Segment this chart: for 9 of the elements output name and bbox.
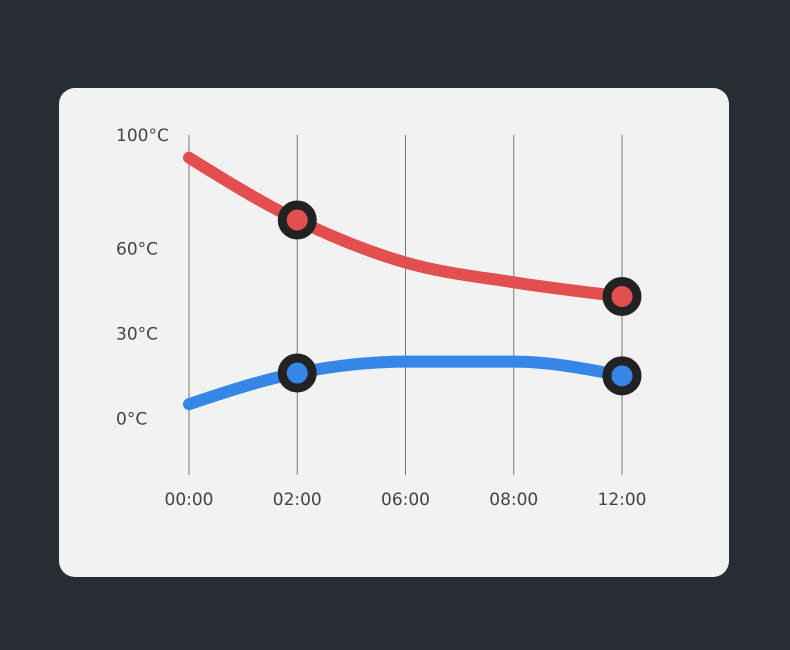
x-tick-label: 06:00 [381,490,430,510]
x-tick-label: 02:00 [272,490,322,510]
y-tick-label: 0°C [116,409,148,430]
x-tick-label: 12:00 [598,490,646,510]
x-tick-label: 08:00 [489,490,538,510]
x-tick-label: 00:00 [164,490,214,510]
y-tick-label: 30°C [116,324,158,344]
y-tick-label: 100°C [116,126,169,146]
y-tick-label: 60°C [116,239,158,260]
